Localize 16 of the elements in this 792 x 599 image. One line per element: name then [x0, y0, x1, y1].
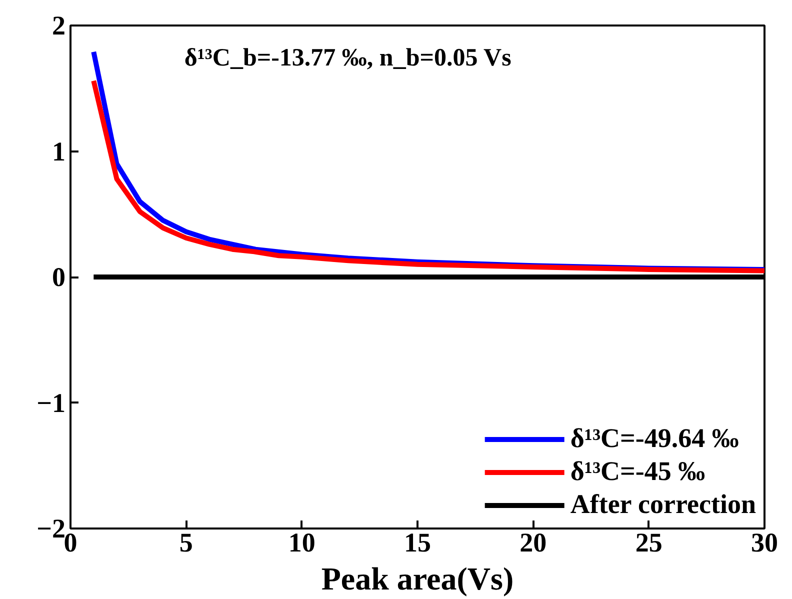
y-tick-label: −2 — [36, 514, 66, 544]
x-tick-label: 10 — [288, 528, 316, 558]
x-tick-label: 20 — [520, 528, 547, 558]
annotation: δ¹³C_b=-13.77 ‰, n_b=0.05 Vs — [184, 44, 512, 72]
y-tick-label: 0 — [52, 262, 66, 292]
x-tick-label: 30 — [751, 528, 778, 558]
legend-label: δ¹³C=-49.64 ‰ — [570, 423, 739, 454]
y-tick-label: 2 — [52, 10, 66, 40]
x-tick-label: 25 — [635, 528, 662, 558]
x-axis-title: Peak area(Vs) — [321, 560, 514, 596]
y-tick-label: 1 — [52, 136, 66, 166]
legend-label: δ¹³C=-45 ‰ — [570, 456, 706, 487]
legend-label: After correction — [570, 489, 756, 520]
x-tick-label: 5 — [179, 528, 193, 558]
x-tick-label: 15 — [404, 528, 431, 558]
y-tick-label: −1 — [36, 388, 66, 418]
